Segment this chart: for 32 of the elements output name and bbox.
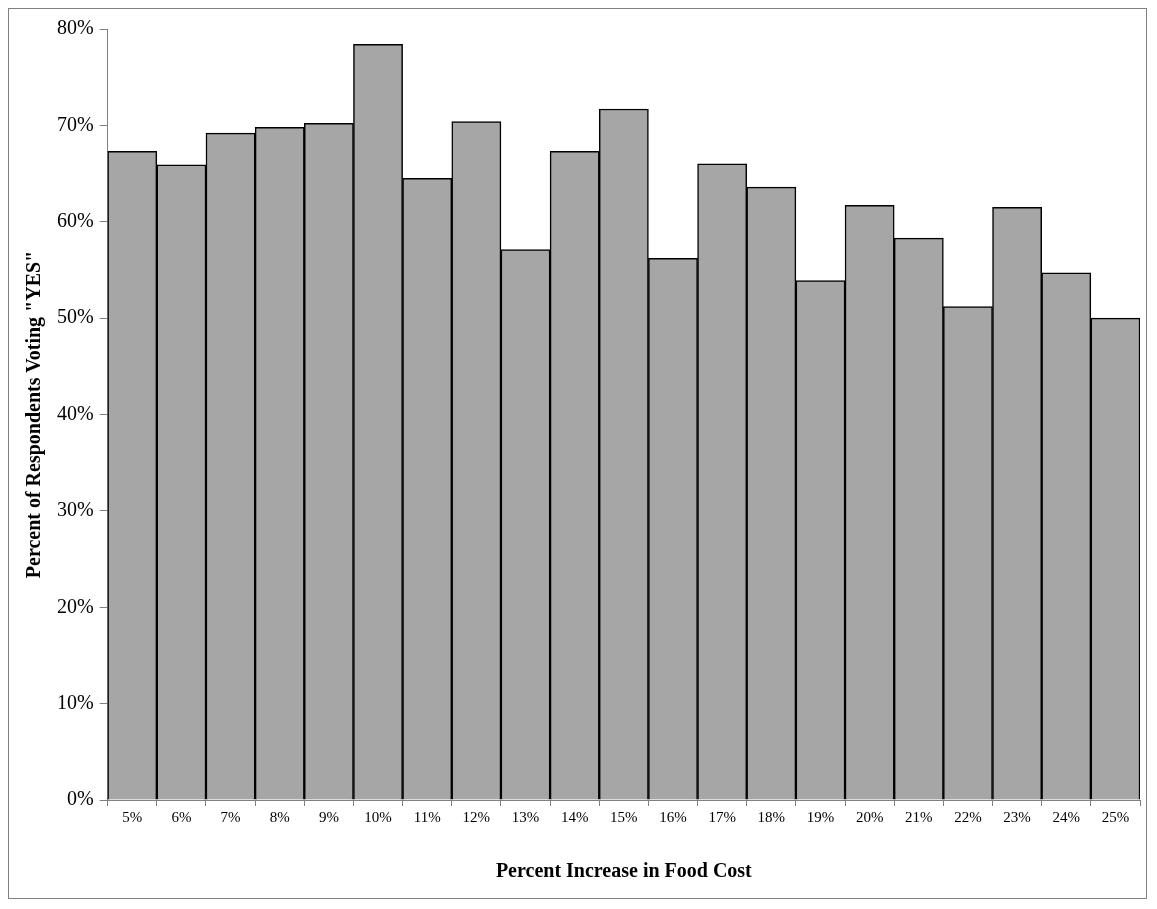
x-axis-title: Percent Increase in Food Cost xyxy=(495,859,753,882)
x-tick-label: 22% xyxy=(954,808,982,825)
x-tick-label: 7% xyxy=(220,808,241,825)
x-tick-label: 20% xyxy=(855,808,884,825)
x-tick-label: 16% xyxy=(659,808,687,825)
y-tick-label: 10% xyxy=(56,690,94,713)
x-tick-label: 11% xyxy=(413,808,441,825)
x-tick-label: 9% xyxy=(318,808,339,825)
x-tick-label: 24% xyxy=(1052,808,1081,825)
y-tick-label: 70% xyxy=(56,112,94,135)
x-tick-label: 15% xyxy=(610,808,638,825)
y-tick-label: 0% xyxy=(66,787,94,810)
x-tick-label: 14% xyxy=(560,808,589,825)
y-tick-label: 30% xyxy=(56,498,94,521)
x-tick-label: 17% xyxy=(708,808,736,825)
x-tick-label: 8% xyxy=(269,808,290,825)
x-tick-label: 10% xyxy=(364,808,392,825)
x-tick-label: 19% xyxy=(806,808,835,825)
y-tick-label: 20% xyxy=(56,594,94,617)
y-tick-label: 40% xyxy=(56,401,94,424)
y-tick-label: 50% xyxy=(56,305,94,328)
x-tick-label: 13% xyxy=(511,808,540,825)
x-tick-label: 25% xyxy=(1101,808,1130,825)
y-axis-title: Percent of Respondents Voting "YES" xyxy=(22,250,46,579)
y-tick-label: 80% xyxy=(56,16,94,39)
x-tick-label: 6% xyxy=(171,808,192,825)
y-tick-label: 60% xyxy=(56,209,94,231)
x-tick-label: 23% xyxy=(1003,808,1031,825)
x-tick-label: 21% xyxy=(905,808,933,825)
x-tick-label: 18% xyxy=(757,808,786,825)
x-tick-label: 12% xyxy=(462,808,491,825)
x-tick-label: 5% xyxy=(122,808,143,825)
